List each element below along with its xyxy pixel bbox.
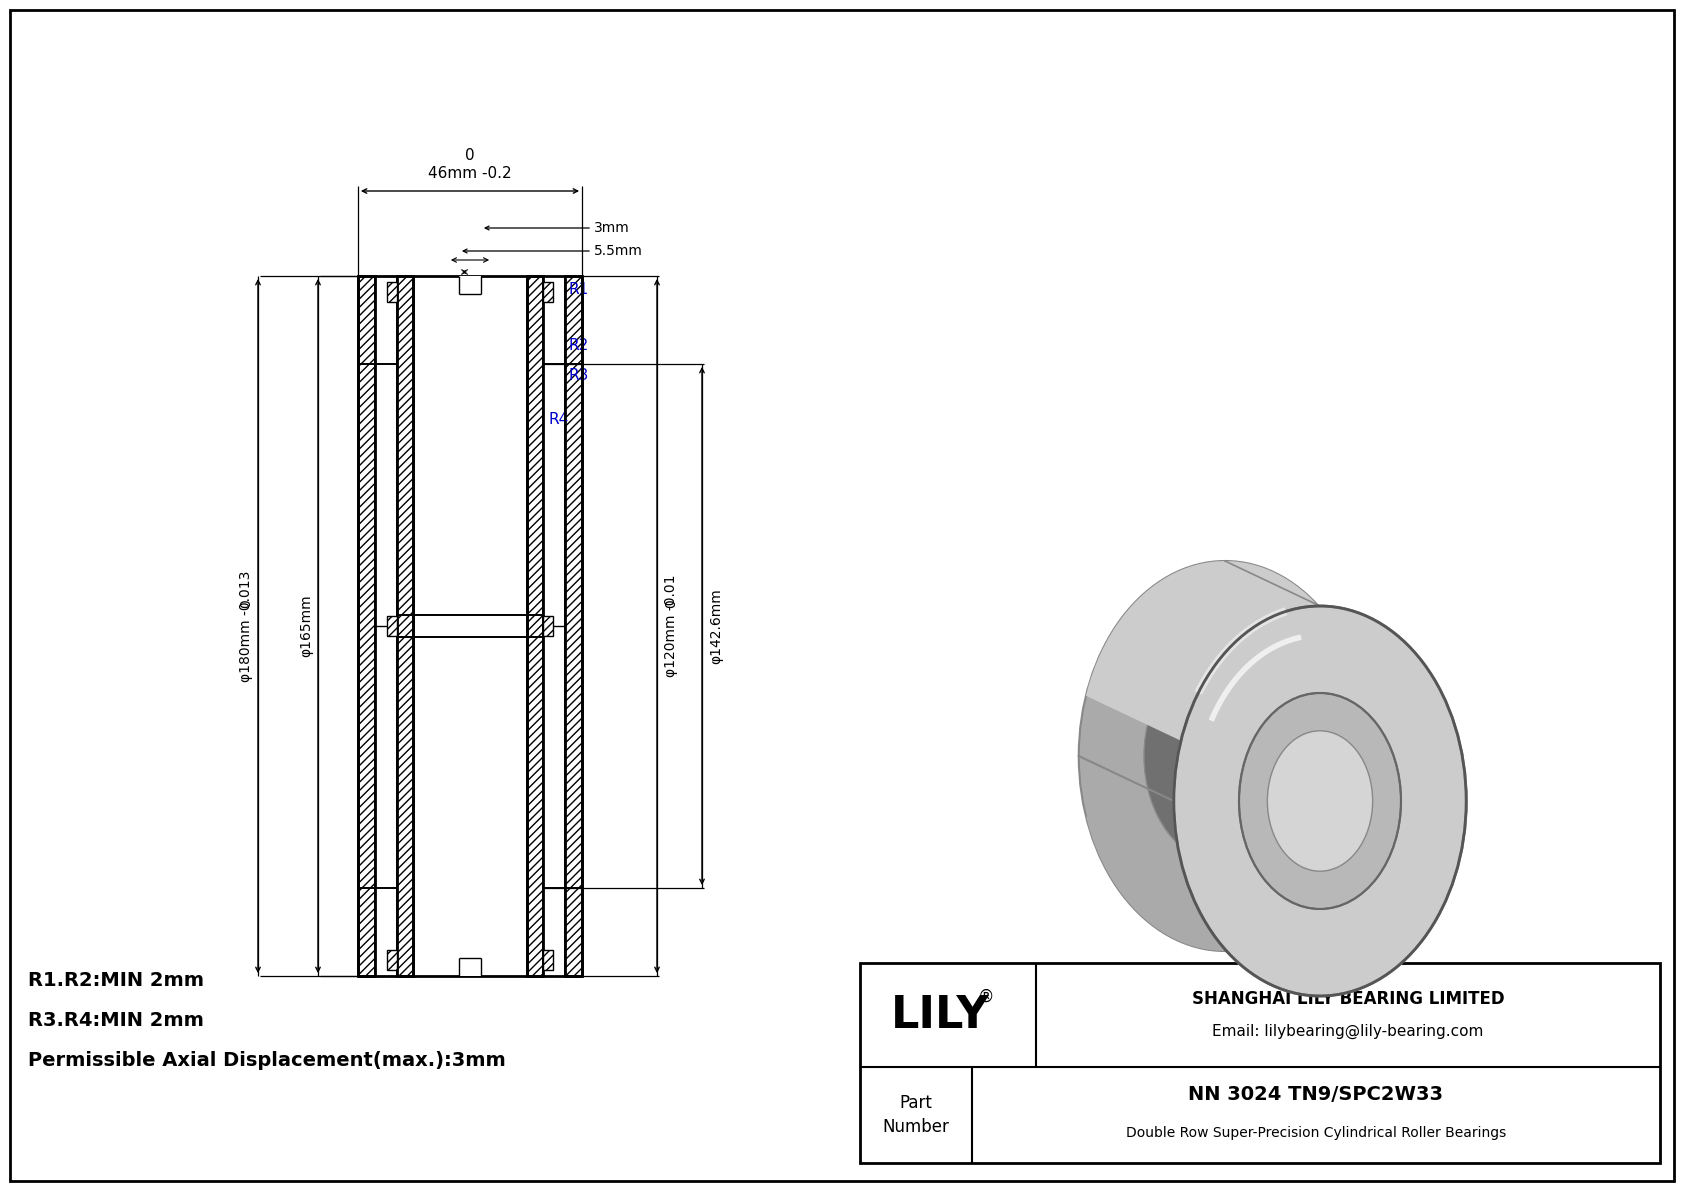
Bar <box>413 276 527 975</box>
Text: R1: R1 <box>568 282 588 297</box>
Text: R4: R4 <box>547 412 568 426</box>
Bar <box>460 958 482 975</box>
Text: ®: ® <box>978 989 994 1006</box>
Text: Part: Part <box>899 1095 933 1112</box>
Text: 46mm -0.2: 46mm -0.2 <box>428 166 512 181</box>
Bar <box>460 276 482 294</box>
Ellipse shape <box>1143 648 1307 863</box>
Text: NN 3024 TN9/SPC2W33: NN 3024 TN9/SPC2W33 <box>1189 1085 1443 1104</box>
Bar <box>527 276 542 975</box>
Text: R3: R3 <box>568 368 588 384</box>
Text: Double Row Super-Precision Cylindrical Roller Bearings: Double Row Super-Precision Cylindrical R… <box>1127 1125 1505 1140</box>
Text: R3.R4:MIN 2mm: R3.R4:MIN 2mm <box>29 1011 204 1030</box>
Text: R1.R2:MIN 2mm: R1.R2:MIN 2mm <box>29 972 204 991</box>
Ellipse shape <box>1079 561 1371 950</box>
Text: R2: R2 <box>568 338 588 354</box>
Polygon shape <box>1086 561 1458 741</box>
Bar <box>387 616 397 636</box>
Text: 5.5mm: 5.5mm <box>594 244 643 258</box>
Text: φ180mm -0.013: φ180mm -0.013 <box>239 570 253 681</box>
Bar <box>542 950 552 969</box>
Bar <box>397 276 413 975</box>
Text: Number: Number <box>882 1118 950 1136</box>
Text: φ142.6mm: φ142.6mm <box>709 588 722 663</box>
Text: SHANGHAI LILY BEARING LIMITED: SHANGHAI LILY BEARING LIMITED <box>1192 990 1504 1008</box>
Bar <box>566 276 583 975</box>
Text: LILY: LILY <box>891 993 989 1036</box>
Text: Email: lilybearing@lily-bearing.com: Email: lilybearing@lily-bearing.com <box>1212 1023 1484 1039</box>
Bar <box>861 964 1660 1162</box>
Ellipse shape <box>1239 693 1401 909</box>
Bar <box>542 276 566 975</box>
Text: φ165mm: φ165mm <box>300 594 313 657</box>
Polygon shape <box>1086 816 1458 996</box>
Text: 3mm: 3mm <box>594 222 630 235</box>
Bar <box>376 276 397 975</box>
Ellipse shape <box>1174 606 1467 996</box>
Ellipse shape <box>1268 731 1372 871</box>
Text: 0: 0 <box>465 148 475 163</box>
Bar <box>542 616 552 636</box>
Text: Permissible Axial Displacement(max.):3mm: Permissible Axial Displacement(max.):3mm <box>29 1052 505 1071</box>
Bar <box>387 282 397 303</box>
Text: φ120mm -0.01: φ120mm -0.01 <box>663 575 679 678</box>
Bar <box>359 276 376 975</box>
Text: 0: 0 <box>239 599 253 607</box>
Bar <box>542 282 552 303</box>
Text: 0: 0 <box>663 599 679 607</box>
Bar <box>387 950 397 969</box>
